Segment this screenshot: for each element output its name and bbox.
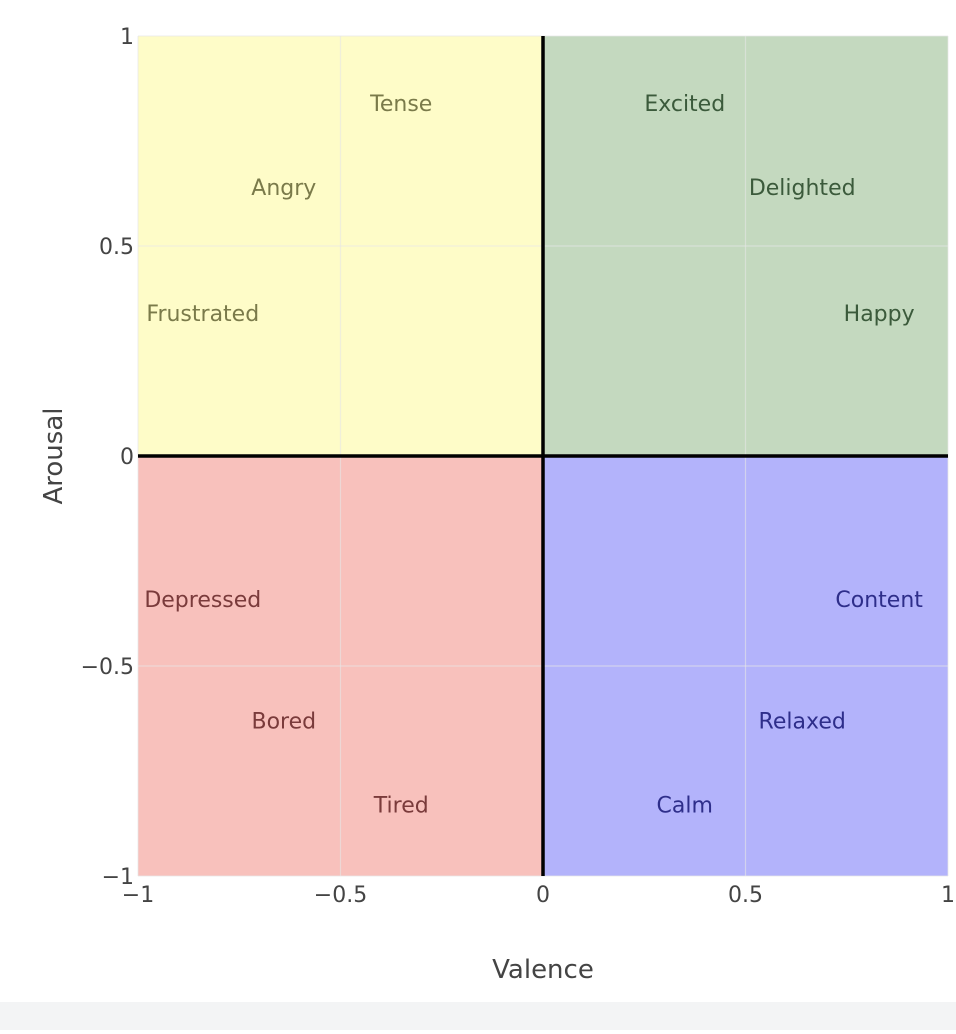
x-axis-title: Valence xyxy=(492,955,594,985)
emotion-label: Tired xyxy=(373,794,429,819)
x-tick-label: −0.5 xyxy=(314,883,367,908)
emotion-label: Frustrated xyxy=(146,302,259,327)
y-tick-label: 0.5 xyxy=(99,235,134,260)
y-tick-label: 0 xyxy=(120,445,134,470)
y-tick-label: 1 xyxy=(120,25,134,50)
y-tick-label: −0.5 xyxy=(81,655,134,680)
y-tick-label: −1 xyxy=(102,865,134,890)
x-tick-label: −1 xyxy=(122,883,154,908)
emotion-label: Tense xyxy=(369,92,432,117)
emotion-label: Content xyxy=(835,588,923,613)
footer-strip xyxy=(0,1002,956,1030)
emotion-label: Happy xyxy=(844,302,915,327)
x-tick-label: 1 xyxy=(941,883,955,908)
x-tick-label: 0.5 xyxy=(728,883,763,908)
emotion-label: Excited xyxy=(644,92,725,117)
emotion-label: Calm xyxy=(657,794,713,819)
emotion-label: Delighted xyxy=(749,176,856,201)
emotion-label: Relaxed xyxy=(759,710,846,735)
emotion-label: Bored xyxy=(251,710,316,735)
x-tick-label: 0 xyxy=(536,883,550,908)
y-axis-title: Arousal xyxy=(39,408,69,505)
emotion-label: Depressed xyxy=(144,588,261,613)
emotion-label: Angry xyxy=(251,176,316,201)
